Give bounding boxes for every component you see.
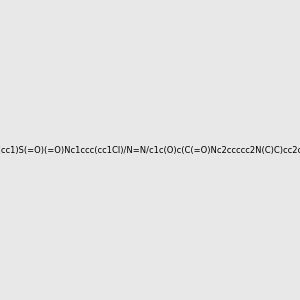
Text: Cc1ccc(cc1)S(=O)(=O)Nc1ccc(cc1Cl)/N=N/c1c(O)c(C(=O)Nc2ccccc2N(C)C)cc2ccccc12: Cc1ccc(cc1)S(=O)(=O)Nc1ccc(cc1Cl)/N=N/c1… bbox=[0, 146, 300, 154]
